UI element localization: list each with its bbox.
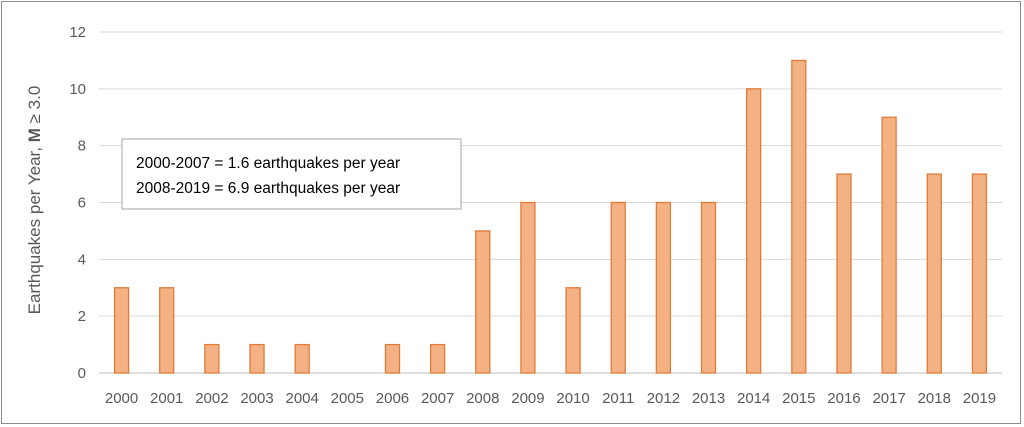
annotation-box-border — [121, 138, 462, 210]
x-tick-label: 2005 — [331, 390, 364, 407]
y-tick-label: 2 — [78, 308, 86, 325]
y-tick-label: 4 — [78, 251, 86, 268]
bar-2002 — [204, 343, 220, 374]
x-tick-label: 2016 — [827, 390, 860, 407]
y-axis-label-magnitude: M — [25, 128, 44, 142]
bar-2011 — [610, 201, 626, 374]
x-tick-label: 2000 — [105, 390, 138, 407]
y-tick-label: 10 — [69, 81, 86, 98]
bar-2018 — [926, 173, 942, 374]
annotation-line-2: 2008-2019 = 6.9 earthquakes per year — [136, 180, 400, 197]
x-tick-label: 2015 — [782, 390, 815, 407]
x-tick-label: 2010 — [556, 390, 589, 407]
x-tick-label: 2003 — [240, 390, 273, 407]
bar-2008 — [475, 230, 491, 374]
bar-2001 — [159, 287, 175, 374]
bar-2004 — [294, 343, 310, 374]
x-tick-label: 2019 — [963, 390, 996, 407]
bar-2016 — [836, 173, 852, 374]
x-tick-label: 2009 — [511, 390, 544, 407]
annotation-line-1: 2000-2007 = 1.6 earthquakes per year — [136, 155, 400, 172]
annotation-box: 2000-2007 = 1.6 earthquakes per year 200… — [121, 138, 462, 210]
x-tick-label: 2017 — [872, 390, 905, 407]
x-tick-label: 2004 — [285, 390, 318, 407]
x-tick-label: 2018 — [918, 390, 951, 407]
bar-2015 — [791, 59, 807, 374]
bar-2014 — [746, 88, 762, 374]
x-tick-label: 2006 — [376, 390, 409, 407]
y-axis-label: Earthquakes per Year, M ≥ 3.0 — [25, 86, 44, 315]
bar-2013 — [700, 201, 717, 374]
bar-2003 — [249, 343, 265, 374]
x-tick-label: 2012 — [647, 390, 680, 407]
x-tick-label: 2014 — [737, 390, 770, 407]
y-tick-labels: 0 2 4 6 8 10 12 — [69, 24, 86, 382]
y-tick-label: 0 — [78, 365, 86, 382]
bar-2017 — [881, 116, 897, 374]
x-tick-label: 2002 — [195, 390, 228, 407]
x-tick-labels: 2000 2001 2002 2003 2004 2005 2006 2007 2008 2009… — [105, 390, 996, 407]
bar-2000 — [113, 287, 130, 374]
bar-2019 — [971, 173, 988, 374]
x-tick-label: 2011 — [602, 390, 634, 407]
bar-2009 — [520, 201, 536, 374]
bar-2010 — [565, 287, 581, 374]
x-tick-label: 2013 — [692, 390, 725, 407]
x-tick-label: 2008 — [466, 390, 499, 407]
y-tick-label: 6 — [78, 195, 86, 212]
x-tick-label: 2001 — [150, 390, 183, 407]
bar-2012 — [655, 201, 672, 374]
y-axis-label-part3: ≥ 3.0 — [25, 86, 44, 128]
y-tick-label: 8 — [78, 138, 86, 155]
bars — [113, 59, 988, 374]
bar-2007 — [429, 343, 446, 374]
y-tick-label: 12 — [69, 24, 86, 41]
x-tick-label: 2007 — [421, 390, 454, 407]
bar-2006 — [384, 343, 401, 374]
y-axis-label-part1: Earthquakes per Year, — [25, 142, 44, 314]
